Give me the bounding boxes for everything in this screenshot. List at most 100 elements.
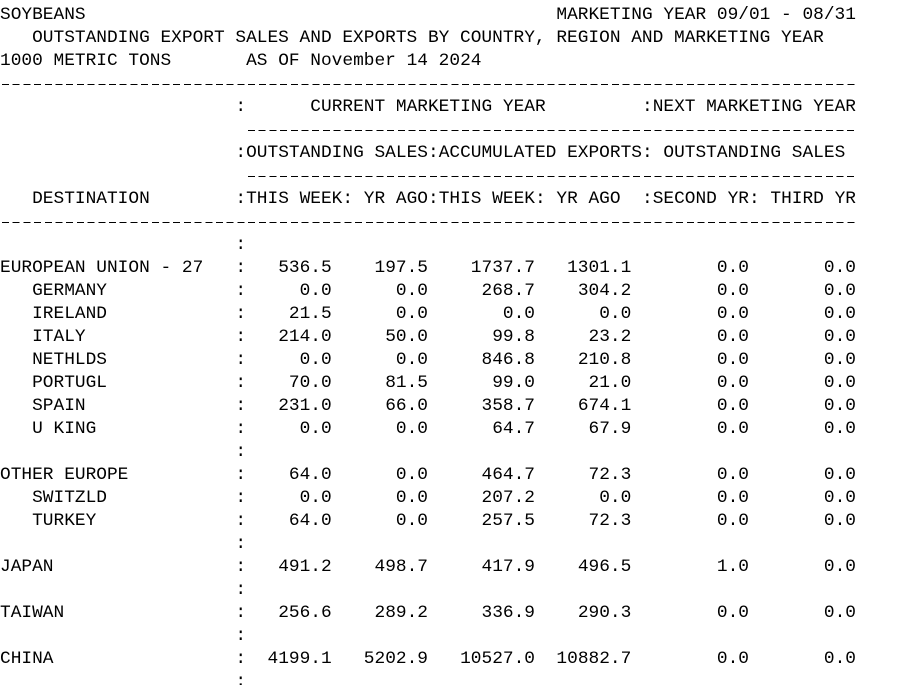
cell: 0.0 bbox=[299, 349, 332, 370]
cell: 268.7 bbox=[481, 280, 536, 301]
cell: 5202.9 bbox=[363, 648, 428, 669]
separator: : bbox=[235, 441, 247, 462]
cell: 10882.7 bbox=[556, 648, 632, 669]
cell: 0.0 bbox=[823, 326, 856, 347]
cell: 0.0 bbox=[716, 257, 749, 278]
column-group: NEXT MARKETING YEAR bbox=[652, 96, 856, 117]
cell: 21.5 bbox=[288, 303, 332, 324]
destination: PORTUGL bbox=[0, 372, 107, 393]
separator: : bbox=[235, 96, 247, 117]
cell: 0.0 bbox=[716, 648, 749, 669]
units: 1000 METRIC TONS bbox=[0, 50, 172, 71]
cell: 256.6 bbox=[278, 602, 332, 623]
cell: 498.7 bbox=[374, 556, 429, 577]
cell: 1737.7 bbox=[470, 257, 535, 278]
separator: : bbox=[235, 280, 247, 301]
cell: 674.1 bbox=[577, 395, 632, 416]
separator: : bbox=[235, 395, 247, 416]
cell: 0.0 bbox=[823, 510, 856, 531]
column-header: DESTINATION bbox=[32, 188, 150, 209]
cell: 0.0 bbox=[716, 602, 749, 623]
cell: 417.9 bbox=[481, 556, 536, 577]
cell: 0.0 bbox=[716, 510, 749, 531]
separator: : bbox=[235, 510, 247, 531]
cell: 50.0 bbox=[385, 326, 428, 347]
destination: TAIWAN bbox=[0, 602, 65, 623]
column-group: OUTSTANDING SALES bbox=[246, 142, 428, 163]
column-header: THIS WEEK bbox=[438, 188, 535, 209]
cell: 207.2 bbox=[481, 487, 536, 508]
separator: : bbox=[235, 625, 247, 646]
separator: : bbox=[235, 257, 247, 278]
cell: 289.2 bbox=[374, 602, 429, 623]
cell: 0.0 bbox=[716, 372, 749, 393]
separator: : bbox=[235, 349, 247, 370]
cell: 0.0 bbox=[395, 464, 428, 485]
cell: 23.2 bbox=[588, 326, 632, 347]
subtitle: OUTSTANDING EXPORT SALES AND EXPORTS BY … bbox=[32, 27, 824, 48]
cell: 0.0 bbox=[823, 257, 856, 278]
cell: 0.0 bbox=[599, 487, 632, 508]
cell: 4199.1 bbox=[267, 648, 332, 669]
cell: 491.2 bbox=[278, 556, 332, 577]
cell: 0.0 bbox=[395, 510, 428, 531]
destination: EUROPEAN UNION - 27 bbox=[0, 257, 204, 278]
cell: 358.7 bbox=[481, 395, 536, 416]
separator: : bbox=[235, 303, 247, 324]
cell: 72.3 bbox=[588, 464, 632, 485]
cell: 0.0 bbox=[823, 372, 856, 393]
destination: SWITZLD bbox=[0, 487, 107, 508]
cell: 0.0 bbox=[299, 487, 332, 508]
separator: : bbox=[235, 418, 247, 439]
cell: 1301.1 bbox=[567, 257, 632, 278]
cell: 0.0 bbox=[716, 303, 749, 324]
destination: U KING bbox=[0, 418, 97, 439]
cell: 0.0 bbox=[716, 349, 749, 370]
cell: 0.0 bbox=[395, 280, 428, 301]
cell: 0.0 bbox=[299, 280, 332, 301]
cell: 64.0 bbox=[288, 464, 332, 485]
separator: : bbox=[235, 602, 247, 623]
separator: : bbox=[235, 533, 247, 554]
cell: 0.0 bbox=[823, 602, 856, 623]
cell: 496.5 bbox=[577, 556, 632, 577]
cell: 0.0 bbox=[599, 303, 632, 324]
separator: : bbox=[642, 96, 653, 117]
cell: 66.0 bbox=[385, 395, 428, 416]
separator: : bbox=[428, 188, 439, 209]
separator: : bbox=[642, 188, 653, 209]
destination: IRELAND bbox=[0, 303, 107, 324]
cell: 0.0 bbox=[716, 487, 749, 508]
as-of: AS OF November 14 2024 bbox=[246, 50, 482, 71]
cell: 0.0 bbox=[395, 349, 428, 370]
cell: 0.0 bbox=[299, 418, 332, 439]
destination: OTHER EUROPE bbox=[0, 464, 129, 485]
destination: TURKEY bbox=[0, 510, 97, 531]
cell: 99.8 bbox=[492, 326, 535, 347]
cell: 0.0 bbox=[823, 648, 856, 669]
cell: 99.0 bbox=[492, 372, 535, 393]
cell: 0.0 bbox=[823, 280, 856, 301]
separator: : bbox=[235, 464, 247, 485]
cell: 0.0 bbox=[395, 418, 428, 439]
separator: : bbox=[235, 556, 247, 577]
separator: : bbox=[642, 142, 653, 163]
separator: : bbox=[235, 648, 247, 669]
separator: : bbox=[342, 188, 354, 209]
cell: 0.0 bbox=[716, 280, 749, 301]
destination: CHINA bbox=[0, 648, 54, 669]
cell: 846.8 bbox=[481, 349, 536, 370]
dash-rule bbox=[247, 129, 856, 132]
separator: : bbox=[428, 142, 439, 163]
cell: 197.5 bbox=[374, 257, 429, 278]
cell: 64.0 bbox=[288, 510, 332, 531]
dash-rule bbox=[247, 175, 856, 178]
cell: 21.0 bbox=[588, 372, 632, 393]
destination: SPAIN bbox=[0, 395, 86, 416]
cell: 0.0 bbox=[823, 395, 856, 416]
cell: 64.7 bbox=[492, 418, 535, 439]
marketing-year: MARKETING YEAR 09/01 - 08/31 bbox=[556, 4, 856, 25]
cell: 72.3 bbox=[588, 510, 632, 531]
cell: 81.5 bbox=[385, 372, 428, 393]
